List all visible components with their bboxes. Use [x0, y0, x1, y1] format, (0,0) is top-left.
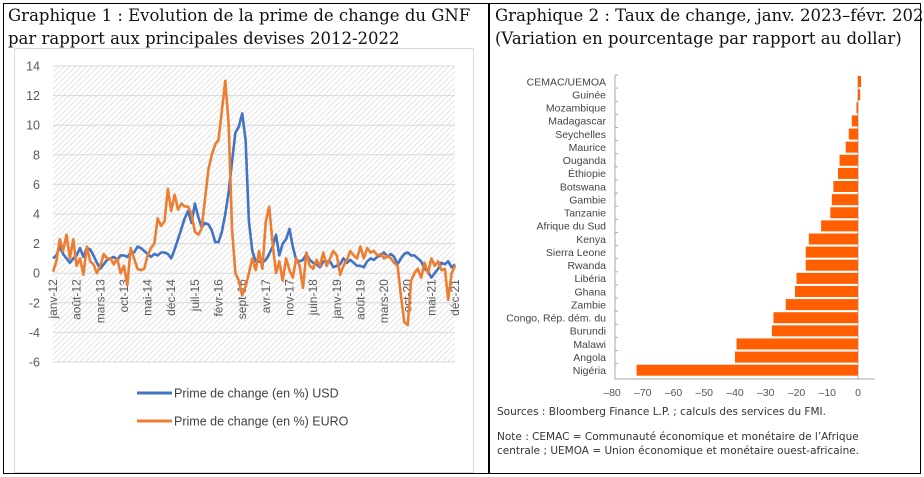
category-label: Malawi	[573, 339, 606, 351]
panel-divider	[488, 3, 490, 474]
y-tick-label: 8	[33, 148, 40, 162]
x-tick-label: août-19	[353, 279, 367, 320]
legend-label-euro: Prime de change (en %) EURO	[174, 415, 349, 429]
bar	[808, 233, 858, 245]
x-tick-label: oct-13	[117, 279, 131, 313]
category-label: Tanzanie	[564, 208, 606, 220]
bar	[771, 325, 858, 337]
y-tick-label: -6	[29, 356, 40, 370]
x-tick-label: –60	[665, 387, 683, 399]
category-label: Ouganda	[563, 155, 606, 167]
x-tick-label: 0	[855, 387, 861, 399]
bar	[856, 102, 858, 114]
category-label: Kenya	[576, 234, 606, 246]
chart1-title-line1: Graphique 1 : Evolution de la prime de c…	[8, 6, 471, 25]
chart2-note-line2: centrale ; UEMOA = Union économique et m…	[497, 445, 860, 457]
category-label: Guinée	[572, 89, 606, 101]
x-tick-label: févr-16	[212, 279, 226, 317]
category-label: Afrique du Sud	[537, 221, 607, 233]
category-label: Ghana	[574, 286, 606, 298]
x-tick-label: janv-19	[330, 279, 344, 320]
category-label: Maurice	[569, 142, 607, 154]
category-label: Éthiopie	[568, 167, 606, 180]
bar	[773, 312, 858, 324]
bar	[736, 338, 858, 350]
category-label: Libéria	[574, 273, 606, 285]
bar	[833, 181, 858, 193]
bar	[839, 154, 858, 166]
x-tick-label: déc-21	[448, 279, 462, 316]
bar	[821, 220, 858, 232]
x-tick-label: –50	[695, 387, 713, 399]
bar	[796, 272, 858, 284]
x-tick-label: mai-21	[424, 279, 438, 316]
bar	[838, 167, 858, 179]
bar	[851, 115, 858, 127]
category-label: CEMAC/UEMOA	[527, 76, 606, 88]
bar	[794, 285, 858, 297]
chart2-sources: Sources : Bloomberg Finance L.P. ; calcu…	[497, 406, 826, 418]
bar	[636, 364, 858, 376]
category-label: Madagascar	[548, 116, 606, 128]
y-tick-label: 12	[26, 89, 40, 103]
y-tick-label: 2	[33, 237, 40, 251]
bar	[805, 259, 858, 271]
chart2-title: Graphique 2 : Taux de change, janv. 2023…	[495, 4, 924, 50]
category-label: Botswana	[560, 181, 606, 193]
x-tick-label: mars-13	[93, 279, 107, 323]
x-tick-label: déc-14	[164, 279, 178, 316]
bar	[785, 299, 858, 311]
chart1-title-line2: par rapport aux principales devises 2012…	[8, 29, 400, 48]
category-label: Rwanda	[567, 260, 606, 272]
x-tick-label: mars-20	[377, 279, 391, 323]
y-tick-label: 6	[33, 178, 40, 192]
x-tick-label: –70	[634, 387, 652, 399]
bar	[858, 89, 861, 101]
bar	[858, 76, 862, 88]
x-tick-label: –10	[818, 387, 836, 399]
bar	[805, 246, 858, 258]
x-tick-label: –40	[726, 387, 744, 399]
chart2-note-line1: Note : CEMAC = Communauté économique et …	[497, 431, 859, 443]
category-label: Gambie	[569, 194, 606, 206]
category-label: Nigéria	[573, 365, 606, 377]
x-tick-label: mai-14	[141, 279, 155, 316]
category-label: Mozambique	[546, 103, 606, 115]
y-tick-label: -4	[29, 326, 40, 340]
figure-frame	[3, 3, 921, 474]
bar	[845, 141, 858, 153]
bar	[735, 351, 858, 363]
x-tick-label: nov-17	[282, 279, 296, 316]
x-tick-label: août-12	[70, 279, 84, 320]
chart1-title: Graphique 1 : Evolution de la prime de c…	[8, 4, 470, 50]
x-tick-label: avr-17	[259, 279, 273, 313]
chart2-title-line2: (Variation en pourcentage par rapport au…	[495, 29, 902, 48]
x-tick-label: juin-18	[306, 279, 320, 316]
x-tick-label: janv-12	[46, 279, 60, 320]
legend-label-usd: Prime de change (en %) USD	[174, 387, 339, 401]
y-tick-label: 10	[26, 119, 40, 133]
category-label: Sierra Leone	[546, 247, 606, 259]
x-tick-label: juil-15	[188, 279, 202, 312]
bar	[830, 207, 858, 219]
category-label: Zambie	[571, 299, 606, 311]
category-label: Burundi	[570, 326, 606, 338]
y-tick-label: 4	[33, 208, 40, 222]
y-tick-label: 14	[26, 60, 40, 74]
series-line-euro	[51, 79, 457, 327]
y-tick-label: 0	[33, 267, 40, 281]
x-tick-label: –80	[603, 387, 621, 399]
x-tick-label: –30	[757, 387, 775, 399]
category-label: Seychelles	[555, 129, 606, 141]
bar	[831, 194, 858, 206]
y-tick-label: -2	[29, 296, 40, 310]
chart1-panel	[14, 48, 474, 473]
category-label: Angola	[573, 352, 606, 364]
bar	[848, 128, 858, 140]
x-tick-label: –20	[788, 387, 806, 399]
category-label: Congo, Rép. dém. du	[506, 313, 606, 325]
chart2-title-line1: Graphique 2 : Taux de change, janv. 2023…	[495, 6, 924, 25]
